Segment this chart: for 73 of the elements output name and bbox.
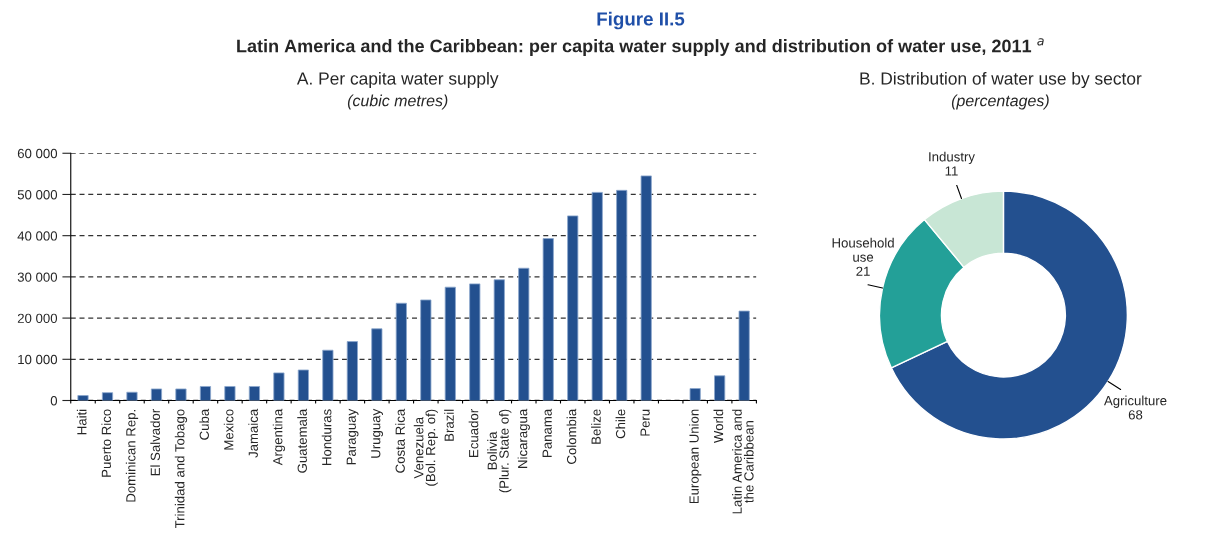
bar bbox=[616, 189, 628, 401]
bar bbox=[591, 191, 603, 401]
y-tick-label: 10 000 bbox=[18, 354, 58, 365]
chart-title: A. Per capita water supply bbox=[296, 71, 499, 89]
slice-label: Industry bbox=[929, 151, 975, 165]
x-tick-label: Costa Rica bbox=[395, 408, 405, 473]
x-tick-label: Peru bbox=[640, 409, 650, 436]
bar bbox=[150, 388, 163, 401]
bar bbox=[640, 175, 652, 401]
x-tick-label: European Union bbox=[689, 409, 702, 504]
chart-subtitle: (percentages) bbox=[951, 94, 1049, 110]
bar bbox=[126, 391, 138, 401]
x-tick-label: World bbox=[713, 409, 724, 443]
bar bbox=[224, 386, 236, 401]
x-tick-label: El Salvador bbox=[150, 409, 161, 476]
y-tick-label: 40 000 bbox=[17, 231, 58, 241]
chart-subtitle: (cubic metres) bbox=[347, 94, 448, 110]
text: Figure II.5 bbox=[597, 11, 685, 30]
bar bbox=[297, 369, 309, 401]
x-tick-label: Chile bbox=[615, 409, 626, 439]
y-tick-label: 20 000 bbox=[17, 313, 58, 323]
x-tick-label: Colombia bbox=[566, 408, 577, 464]
slice-label: Agriculture bbox=[1103, 395, 1167, 408]
x-tick-label: Brazil bbox=[444, 409, 454, 441]
bar bbox=[542, 238, 554, 401]
bar bbox=[395, 302, 407, 401]
chart-title: B. Distribution of water use by sector bbox=[860, 71, 1142, 89]
x-tick-label: Honduras bbox=[321, 409, 332, 465]
bar bbox=[101, 392, 114, 401]
x-tick-label: Venezuela (Bol. Rep. of) bbox=[413, 409, 438, 486]
bar bbox=[738, 310, 750, 401]
bar bbox=[518, 267, 530, 401]
x-tick-label: Cuba bbox=[199, 408, 209, 440]
x-tick-label: Dominican Rep. bbox=[125, 410, 139, 502]
y-tick-label: 60 000 bbox=[17, 148, 58, 159]
data-label: 11 bbox=[945, 166, 958, 176]
bar bbox=[273, 372, 285, 401]
x-tick-label: Jamaica bbox=[248, 408, 258, 458]
bar bbox=[346, 341, 358, 401]
bar bbox=[77, 395, 89, 401]
bar bbox=[248, 386, 260, 401]
x-tick-label: Ecuador bbox=[468, 409, 479, 457]
x-tick-label: Mexico bbox=[223, 409, 234, 450]
y-tick-label: 30 000 bbox=[17, 272, 58, 282]
x-tick-label: Panama bbox=[542, 408, 552, 457]
bar bbox=[689, 388, 701, 401]
y-tick-label: 0 bbox=[50, 396, 58, 406]
bar bbox=[444, 286, 456, 401]
x-tick-label: Belize bbox=[591, 409, 601, 444]
x-tick-label: Trinidad and Tobago bbox=[174, 409, 188, 529]
slice-label: Household use bbox=[832, 237, 894, 262]
text: Latin America and the Caribbean: per capita water supply and distribution of water use, 2011 $^{a}$ bbox=[237, 38, 1044, 56]
x-tick-label: Puerto Rico bbox=[101, 409, 112, 477]
x-tick-label: Nicaragua bbox=[517, 408, 530, 468]
data-label: 68 bbox=[1128, 410, 1143, 420]
y-tick-label: 50 000 bbox=[17, 190, 58, 200]
bar bbox=[175, 388, 187, 401]
bar bbox=[714, 375, 726, 401]
x-tick-label: Latin America and the Caribbean bbox=[732, 409, 754, 514]
bar bbox=[322, 349, 334, 401]
x-tick-label: Bolivia (Plur. State of) bbox=[487, 409, 512, 493]
data-label: 21 bbox=[856, 266, 870, 276]
x-tick-label: Uruguay bbox=[371, 408, 383, 458]
bar bbox=[199, 386, 211, 401]
bar bbox=[493, 279, 505, 401]
bar bbox=[420, 299, 432, 401]
bar bbox=[469, 283, 481, 401]
x-tick-label: Paraguay bbox=[346, 408, 359, 465]
bar bbox=[567, 215, 579, 401]
bar bbox=[371, 328, 383, 401]
x-tick-label: Guatemala bbox=[297, 408, 307, 473]
x-tick-label: Haiti bbox=[76, 409, 87, 435]
x-tick-label: Argentina bbox=[272, 408, 286, 466]
